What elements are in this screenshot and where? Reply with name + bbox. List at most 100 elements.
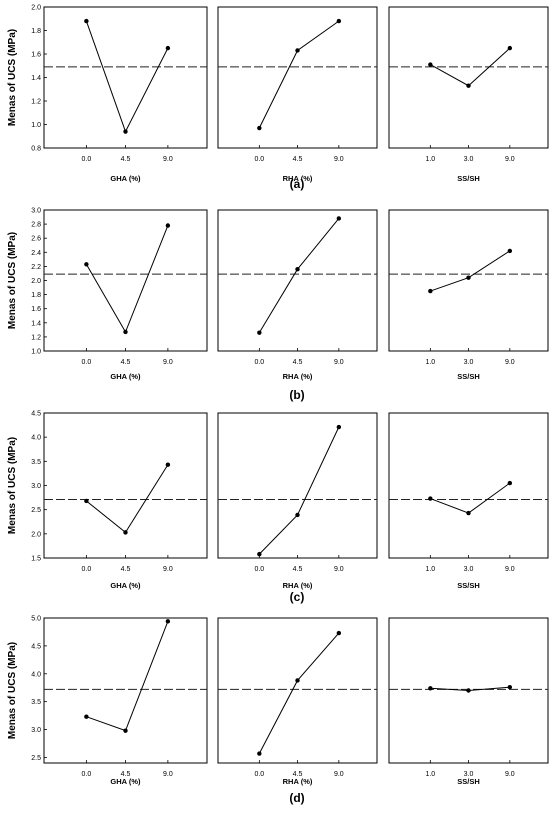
y-tick-label: 1.5 xyxy=(31,556,41,563)
y-tick-label: 2.0 xyxy=(31,5,41,12)
series-line xyxy=(258,218,340,333)
x-tick-label: 3.0 xyxy=(464,771,474,778)
x-tick-label: 9.0 xyxy=(334,566,344,573)
x-tick-label: 3.0 xyxy=(464,156,474,163)
subplot-gha: 0.0 4.5 9.0 GHA (%) xyxy=(43,412,208,590)
x-axis-label: GHA (%) xyxy=(110,581,141,590)
x-tick-label: 9.0 xyxy=(163,566,173,573)
x-tick-label: 9.0 xyxy=(163,156,173,163)
data-point xyxy=(123,728,128,733)
y-tick-label: 3.0 xyxy=(31,208,41,215)
x-axis-label: GHA (%) xyxy=(110,174,141,183)
data-point xyxy=(507,45,513,51)
plot-frame xyxy=(388,412,549,559)
y-tick-label: 1.4 xyxy=(31,75,41,82)
y-tick-label: 1.0 xyxy=(31,349,41,356)
y-axis-label: Menas of UCS (MPa) xyxy=(7,437,18,534)
data-point xyxy=(295,512,300,518)
y-tick-label: 2.6 xyxy=(31,236,41,243)
data-point xyxy=(123,530,128,535)
x-axis-label: RHA (%) xyxy=(283,372,313,381)
data-point xyxy=(257,551,262,557)
x-tick-label: 4.5 xyxy=(121,359,131,366)
x-tick-label: 0.0 xyxy=(82,156,92,163)
x-tick-label: 4.5 xyxy=(121,771,131,778)
series-line xyxy=(85,225,169,334)
y-axis-label: Menas of UCS (MPa) xyxy=(7,232,18,329)
panel-c: Menas of UCS (MPa)1.52.02.53.03.54.04.50… xyxy=(7,411,549,604)
y-tick-label: 4.5 xyxy=(31,643,41,650)
data-point xyxy=(507,248,513,254)
y-tick-label: 4.0 xyxy=(31,435,41,442)
y-tick-label: 2.2 xyxy=(31,264,41,271)
data-point xyxy=(257,751,262,756)
x-tick-label: 4.5 xyxy=(293,566,303,573)
data-point xyxy=(123,129,128,134)
x-tick-label: 9.0 xyxy=(163,359,173,366)
subplot-sssh: 1.0 3.0 9.0 SS/SH xyxy=(388,412,549,590)
data-point xyxy=(84,18,89,24)
data-point xyxy=(466,688,471,693)
x-axis-label: GHA (%) xyxy=(110,777,141,786)
x-tick-label: 9.0 xyxy=(163,771,173,778)
x-tick-label: 9.0 xyxy=(505,156,515,163)
x-tick-label: 3.0 xyxy=(464,566,474,573)
data-point xyxy=(295,48,300,53)
x-tick-label: 1.0 xyxy=(425,359,435,366)
subplot-sssh: 1.0 3.0 9.0 SS/SH xyxy=(388,209,549,381)
x-axis-label: GHA (%) xyxy=(110,372,141,381)
x-axis-label: SS/SH xyxy=(457,581,480,590)
subplot-sssh: 1.0 3.0 9.0 SS/SH xyxy=(388,6,549,183)
subplot-rha: 0.0 4.5 9.0 RHA (%) xyxy=(217,6,378,183)
plot-frame xyxy=(217,617,378,764)
plot-frame xyxy=(43,412,208,559)
y-tick-label: 3.0 xyxy=(31,727,41,734)
y-tick-label: 4.0 xyxy=(31,671,41,678)
x-tick-label: 9.0 xyxy=(334,359,344,366)
data-point xyxy=(507,480,513,486)
y-tick-label: 0.8 xyxy=(31,146,41,153)
data-point xyxy=(84,498,89,504)
series-line xyxy=(86,464,169,534)
y-tick-label: 2.5 xyxy=(31,507,41,514)
plot-frame xyxy=(43,6,208,149)
data-point xyxy=(428,62,433,67)
plot-frame xyxy=(217,209,378,352)
data-point xyxy=(428,496,433,501)
y-tick-label: 1.4 xyxy=(31,320,41,327)
subplot-rha: 0.0 4.5 9.0 RHA (%) xyxy=(217,412,378,590)
data-point xyxy=(336,630,342,636)
data-point xyxy=(336,424,342,430)
x-tick-label: 4.5 xyxy=(121,566,131,573)
subplot-gha: 0.0 4.5 9.0 GHA (%) xyxy=(43,617,208,786)
panel-label: (b) xyxy=(289,388,304,402)
series-line xyxy=(85,20,169,133)
subplot-rha: 0.0 4.5 9.0 RHA (%) xyxy=(217,617,378,786)
x-axis-label: SS/SH xyxy=(457,777,480,786)
y-tick-label: 1.0 xyxy=(31,122,41,129)
y-tick-label: 3.5 xyxy=(31,459,41,466)
data-point xyxy=(466,275,471,280)
y-tick-label: 2.8 xyxy=(31,222,41,229)
y-tick-label: 3.5 xyxy=(31,699,41,706)
data-point xyxy=(257,125,262,131)
data-point xyxy=(507,684,513,690)
y-tick-label: 1.6 xyxy=(31,52,41,59)
x-tick-label: 9.0 xyxy=(334,156,344,163)
subplot-sssh: 1.0 3.0 9.0 SS/SH xyxy=(388,617,549,786)
y-tick-label: 1.2 xyxy=(31,334,41,341)
series-line xyxy=(430,482,511,514)
x-tick-label: 4.5 xyxy=(121,156,131,163)
x-tick-label: 1.0 xyxy=(425,566,435,573)
data-point xyxy=(165,45,171,51)
x-axis-label: RHA (%) xyxy=(283,174,313,183)
data-point xyxy=(295,267,300,272)
panel-label: (c) xyxy=(290,590,305,604)
x-tick-label: 1.0 xyxy=(425,771,435,778)
x-tick-label: 0.0 xyxy=(254,771,264,778)
x-tick-label: 0.0 xyxy=(254,359,264,366)
plot-frame xyxy=(217,412,378,559)
y-tick-label: 2.0 xyxy=(31,531,41,538)
x-tick-label: 1.0 xyxy=(425,156,435,163)
